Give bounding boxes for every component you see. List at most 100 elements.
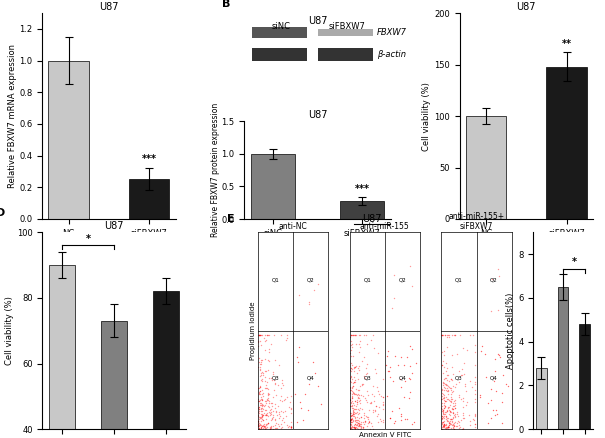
Point xyxy=(446,394,456,401)
Point xyxy=(349,423,359,430)
Point xyxy=(351,406,361,413)
Point xyxy=(490,412,500,419)
Point xyxy=(365,400,375,407)
Bar xyxy=(580,324,590,429)
Point xyxy=(445,420,454,427)
Point xyxy=(361,413,371,420)
Point xyxy=(346,415,356,422)
Point xyxy=(448,364,457,371)
Point xyxy=(440,403,450,410)
Point xyxy=(352,421,361,428)
Point xyxy=(443,383,453,390)
Point xyxy=(361,371,371,378)
Point xyxy=(259,421,269,428)
Point xyxy=(256,402,266,409)
Point xyxy=(274,411,284,418)
Point xyxy=(296,404,306,411)
Point xyxy=(255,425,265,432)
Point xyxy=(437,385,447,392)
Point xyxy=(354,406,364,413)
Point xyxy=(345,420,355,427)
Point xyxy=(255,388,264,395)
Point xyxy=(371,369,381,376)
Point xyxy=(379,376,388,383)
Point xyxy=(259,422,269,429)
Point xyxy=(253,423,263,430)
Point xyxy=(459,360,468,367)
Point xyxy=(283,394,292,401)
Point xyxy=(294,291,304,298)
Point xyxy=(353,400,362,407)
Point xyxy=(275,408,284,415)
Point xyxy=(448,414,458,421)
Point xyxy=(387,305,397,312)
Point xyxy=(467,384,477,391)
Point xyxy=(253,423,263,430)
Point xyxy=(437,361,446,368)
Point xyxy=(461,402,471,409)
Point xyxy=(264,385,273,392)
Point xyxy=(255,337,264,344)
Point xyxy=(347,374,356,381)
Point xyxy=(356,424,366,431)
Point xyxy=(387,408,397,415)
Point xyxy=(260,402,270,409)
Point xyxy=(270,376,280,383)
Point xyxy=(276,331,286,338)
Point xyxy=(450,402,460,409)
Point xyxy=(362,399,372,406)
Point xyxy=(450,397,460,404)
Point xyxy=(440,421,450,428)
Point xyxy=(492,410,502,417)
Point xyxy=(396,417,406,424)
Point xyxy=(443,415,453,422)
Y-axis label: Cell viability (%): Cell viability (%) xyxy=(5,296,14,365)
Point xyxy=(354,410,364,417)
Point xyxy=(295,344,304,351)
Point xyxy=(256,360,266,367)
Point xyxy=(442,359,451,366)
Point xyxy=(443,425,453,432)
Point xyxy=(439,397,449,404)
Point xyxy=(349,408,359,415)
Point xyxy=(402,415,412,422)
Point xyxy=(256,424,266,431)
Point xyxy=(258,369,268,376)
Point xyxy=(470,421,480,428)
Point xyxy=(261,420,270,427)
Point xyxy=(354,421,364,428)
Point xyxy=(449,331,459,338)
Point xyxy=(359,372,369,379)
Point xyxy=(287,424,296,431)
Point xyxy=(400,415,410,422)
Point xyxy=(445,421,454,428)
Point xyxy=(446,375,456,382)
Point xyxy=(270,356,280,363)
Point xyxy=(349,367,359,374)
Point xyxy=(277,376,287,383)
Point xyxy=(350,331,359,338)
Point xyxy=(254,416,264,423)
Point xyxy=(439,404,449,411)
Text: Q1: Q1 xyxy=(363,277,371,283)
Point xyxy=(348,352,358,359)
Point xyxy=(255,331,264,338)
Point xyxy=(266,410,276,417)
Point xyxy=(270,392,280,399)
Point xyxy=(442,425,452,432)
Point xyxy=(356,413,366,420)
Point xyxy=(437,403,447,410)
Point xyxy=(465,378,474,385)
Point xyxy=(442,415,452,422)
Point xyxy=(451,405,460,412)
Point xyxy=(257,386,267,393)
Point xyxy=(255,391,265,398)
Point xyxy=(447,395,457,402)
Point xyxy=(261,424,270,431)
Point xyxy=(486,396,496,403)
Point xyxy=(470,410,480,417)
Bar xyxy=(252,27,307,38)
Point xyxy=(274,414,284,421)
Point xyxy=(442,408,451,415)
Point xyxy=(261,410,271,417)
